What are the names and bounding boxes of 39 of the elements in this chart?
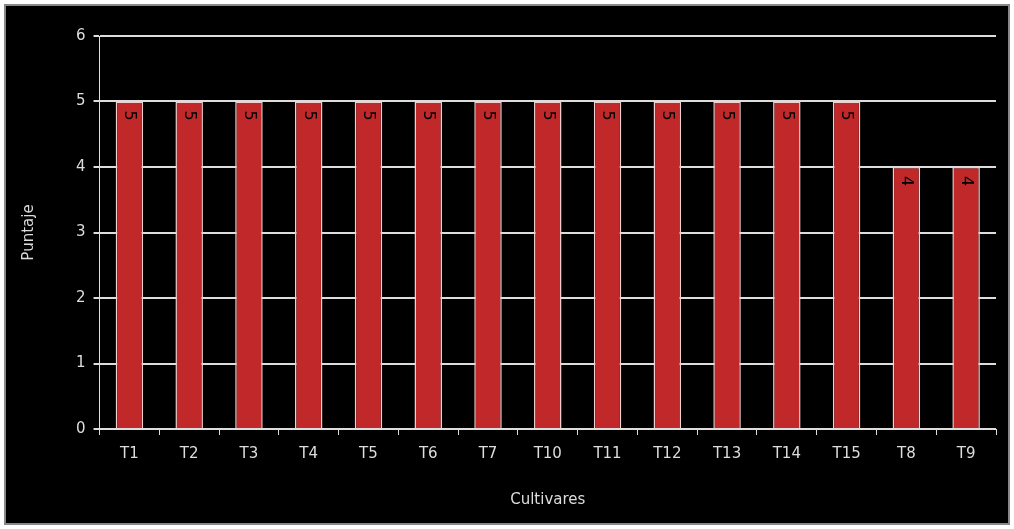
data-label: 5 <box>838 110 858 121</box>
x-axis-title: Cultivares <box>510 489 586 508</box>
x-tick-label: T5 <box>358 443 378 462</box>
data-label: 5 <box>300 110 320 121</box>
data-label: 5 <box>181 110 201 121</box>
x-tick-label: T6 <box>417 443 438 462</box>
x-tick-label: T12 <box>652 443 682 462</box>
y-tick-label: 6 <box>76 25 86 44</box>
data-label: 5 <box>240 110 260 121</box>
x-tick-label: T3 <box>238 443 259 462</box>
data-label: 4 <box>898 175 918 187</box>
y-tick-label: 5 <box>76 91 86 110</box>
data-label: 5 <box>360 110 380 121</box>
data-label: 5 <box>718 110 738 121</box>
x-tick-label: T9 <box>955 443 976 462</box>
x-tick-label: T2 <box>178 443 199 462</box>
data-label: 4 <box>957 175 977 187</box>
x-tick-label: T13 <box>711 443 742 462</box>
y-tick-label: 3 <box>76 222 86 241</box>
data-label: 5 <box>121 110 141 121</box>
x-tick-label: T4 <box>298 443 319 462</box>
x-tick-label: T10 <box>532 443 562 462</box>
x-tick-label: T11 <box>592 443 622 462</box>
x-tick-label: T1 <box>119 443 139 462</box>
y-tick-label: 4 <box>76 156 86 175</box>
data-label: 5 <box>599 110 619 121</box>
x-tick-label: T8 <box>895 443 916 462</box>
data-label: 5 <box>539 110 559 121</box>
x-tick-label: T14 <box>771 443 801 462</box>
y-tick-label: 2 <box>76 287 86 306</box>
y-axis-title: Puntaje <box>18 204 37 261</box>
data-label: 5 <box>659 110 679 121</box>
data-label: 5 <box>420 110 440 121</box>
data-label: 5 <box>778 110 798 121</box>
x-tick-label: T7 <box>477 443 498 462</box>
y-tick-label: 0 <box>76 418 86 437</box>
x-tick-label: T15 <box>831 443 861 462</box>
data-label: 5 <box>479 110 499 121</box>
y-tick-label: 1 <box>76 353 86 372</box>
